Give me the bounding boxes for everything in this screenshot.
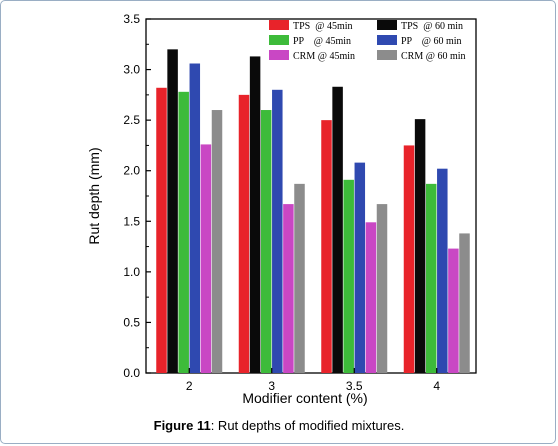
- bar: [211, 110, 223, 374]
- bar: [178, 91, 189, 373]
- bar: [272, 89, 283, 374]
- figure-caption-text: : Rut depths of modified mixtures.: [210, 418, 405, 433]
- legend-label: CRM @ 60 min: [401, 51, 466, 62]
- bar: [249, 56, 261, 374]
- x-tick-label: 4: [433, 379, 440, 393]
- y-tick-label: 1.0: [123, 265, 140, 279]
- bar: [459, 233, 470, 373]
- legend-swatch: [269, 50, 289, 60]
- legend-label: TPS @ 45min: [293, 21, 353, 32]
- bar: [403, 145, 415, 373]
- legend-swatch: [269, 20, 289, 30]
- bar: [425, 183, 437, 373]
- bar: [332, 86, 343, 373]
- bar: [200, 144, 212, 373]
- bar: [156, 87, 167, 373]
- x-tick-label: 2: [186, 379, 193, 393]
- bar: [437, 168, 448, 373]
- figure-caption: Figure 11: Rut depths of modified mixtur…: [0, 418, 558, 433]
- rut-depth-chart: 0.0 0.5 1.0 1.5 2.0 2.5 3.0 3.5 2 3 3.5 4 Modifier c…: [86, 12, 477, 406]
- legend-swatch: [377, 50, 397, 60]
- legend-label: PP @ 60 min: [401, 36, 462, 47]
- y-tick-label: 2.0: [123, 164, 140, 178]
- bar: [448, 248, 459, 373]
- legend-swatch: [269, 35, 289, 45]
- y-tick-label: 3.5: [123, 12, 140, 26]
- y-axis-title: Rut depth (mm): [86, 147, 102, 244]
- bar: [321, 120, 332, 374]
- y-tick-label: 2.5: [123, 113, 140, 127]
- legend-swatch: [377, 20, 397, 30]
- x-tick-label: 3.5: [346, 379, 363, 393]
- bar: [167, 49, 178, 373]
- y-tick-label: 1.5: [123, 214, 140, 228]
- bar: [189, 63, 201, 373]
- bar: [354, 162, 366, 373]
- legend-swatch: [377, 35, 397, 45]
- bar: [294, 183, 305, 373]
- legend-label: CRM @ 45min: [293, 51, 355, 62]
- y-tick-label: 0.0: [123, 366, 140, 380]
- bar: [376, 204, 388, 373]
- bar: [238, 94, 250, 373]
- bar: [260, 110, 272, 374]
- bar: [343, 179, 354, 373]
- bar: [283, 204, 294, 373]
- y-tick-label: 3.0: [123, 63, 140, 77]
- bar: [414, 119, 426, 373]
- legend-label: TPS @ 60 min: [401, 21, 463, 32]
- figure-caption-label: Figure 11: [153, 418, 211, 433]
- x-axis-title: Modifier content (%): [242, 390, 367, 406]
- legend-label: PP @ 45min: [293, 36, 351, 47]
- x-tick-label: 3: [268, 379, 275, 393]
- y-tick-label: 0.5: [123, 315, 140, 329]
- bar: [365, 222, 377, 373]
